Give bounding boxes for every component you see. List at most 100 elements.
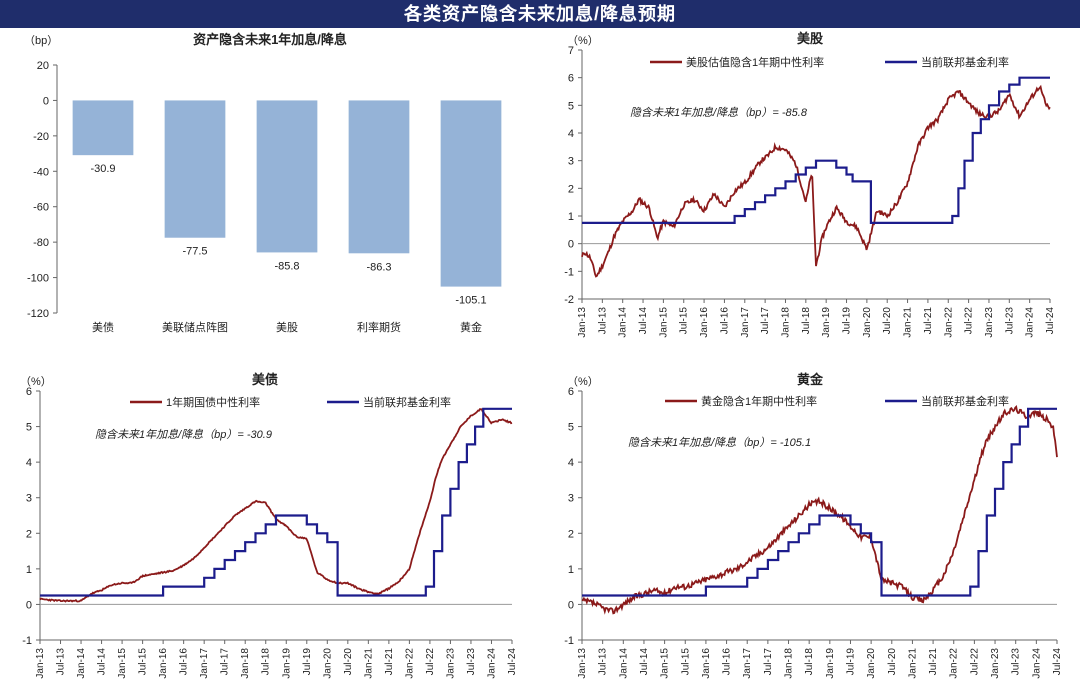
bar-data-label: -30.9 — [90, 163, 115, 175]
bar-data-label: -85.8 — [274, 260, 299, 272]
x-tick-label: Jul-16 — [722, 648, 733, 676]
bar — [72, 100, 134, 156]
bar-data-label: -77.5 — [182, 246, 207, 258]
x-tick-label: Jul-24 — [1052, 648, 1063, 676]
y-tick-label: -2 — [564, 294, 574, 306]
x-tick-label: Jul-18 — [261, 648, 272, 676]
x-tick-label: Jan-20 — [866, 648, 877, 679]
y-tick-label: 6 — [568, 73, 574, 85]
y-tick-label: -1 — [22, 635, 32, 647]
x-tick-label: Jul-15 — [679, 307, 690, 335]
bar-chart-title: 资产隐含未来1年加息/降息 — [193, 32, 347, 47]
x-tick-label: Jul-17 — [760, 307, 771, 335]
bar-data-label: -105.1 — [455, 295, 486, 307]
x-tick-label: Jul-22 — [425, 648, 436, 676]
x-tick-label: Jul-21 — [384, 648, 395, 676]
x-tick-label: Jan-17 — [740, 307, 751, 338]
x-tick-label: Jan-24 — [1025, 307, 1036, 338]
y-tick-label: 5 — [26, 422, 32, 434]
gold-chart-unit: （%） — [567, 375, 599, 388]
x-tick-label: Jan-18 — [784, 648, 795, 679]
y-tick-label: 6 — [26, 386, 32, 398]
y-tick-label: 4 — [568, 128, 574, 140]
y-tick-label: 3 — [568, 156, 574, 168]
legend-label: 黄金隐含1年期中性利率 — [701, 394, 817, 408]
x-tick-label: Jan-14 — [618, 307, 629, 338]
bar-y-tick-label: 0 — [43, 95, 49, 107]
x-tick-label: Jan-14 — [618, 648, 629, 679]
x-tick-label: Jul-22 — [969, 648, 980, 676]
x-tick-label: Jan-24 — [486, 648, 497, 679]
x-tick-label: Jan-15 — [117, 648, 128, 679]
x-tick-label: Jan-19 — [821, 307, 832, 338]
series-line-fed-funds-rate — [582, 407, 1057, 597]
x-tick-label: Jul-24 — [1045, 307, 1056, 335]
bar-y-tick-label: 20 — [37, 60, 49, 72]
bar-category-label: 黄金 — [460, 320, 482, 334]
x-tick-label: Jul-14 — [97, 648, 108, 676]
x-tick-label: Jul-13 — [598, 648, 609, 676]
bar-data-label: -86.3 — [366, 261, 391, 273]
x-tick-label: Jul-18 — [801, 307, 812, 335]
bar-category-label: 美债 — [92, 320, 114, 334]
y-tick-label: 7 — [568, 45, 574, 57]
x-tick-label: Jul-20 — [887, 648, 898, 676]
x-tick-label: Jan-13 — [577, 648, 588, 679]
x-tick-label: Jan-17 — [199, 648, 210, 679]
x-tick-label: Jul-13 — [597, 307, 608, 335]
x-tick-label: Jul-18 — [804, 648, 815, 676]
stocks-chart-title: 美股 — [797, 31, 823, 46]
legend-label: 当前联邦基金利率 — [921, 55, 1009, 69]
x-tick-label: Jan-19 — [825, 648, 836, 679]
treasury-chart-title: 美债 — [252, 372, 278, 387]
x-tick-label: Jul-17 — [220, 648, 231, 676]
legend-label: 当前联邦基金利率 — [363, 395, 451, 409]
legend-label: 美股估值隐含1年期中性利率 — [686, 55, 824, 69]
x-tick-label: Jan-15 — [660, 648, 671, 679]
x-tick-label: Jul-24 — [507, 648, 518, 676]
legend-label: 1年期国债中性利率 — [166, 395, 260, 409]
series-line-fed-funds-rate — [582, 76, 1050, 224]
annotation-text: 隐含未来1年加息/降息（bp）= -105.1 — [628, 436, 811, 449]
y-tick-label: 5 — [568, 100, 574, 112]
x-tick-label: Jan-16 — [699, 307, 710, 338]
bar-y-tick-label: -60 — [33, 202, 49, 214]
x-tick-label: Jan-14 — [76, 648, 87, 679]
x-tick-label: Jul-16 — [719, 307, 730, 335]
x-tick-label: Jul-23 — [1011, 648, 1022, 676]
y-tick-label: 3 — [568, 493, 574, 505]
x-tick-label: Jul-22 — [964, 307, 975, 335]
x-tick-label: Jan-13 — [35, 648, 46, 679]
series-line-fed-funds-rate — [40, 407, 512, 597]
bar-category-label: 利率期货 — [357, 320, 401, 334]
y-tick-label: 2 — [568, 183, 574, 195]
bar-y-tick-label: -80 — [33, 237, 49, 249]
y-tick-label: 4 — [26, 457, 32, 469]
y-tick-label: -1 — [564, 635, 574, 647]
bar-category-label: 美股 — [276, 321, 298, 334]
x-tick-label: Jan-19 — [281, 648, 292, 679]
x-tick-label: Jul-23 — [1004, 307, 1015, 335]
x-tick-label: Jul-21 — [928, 648, 939, 676]
annotation-text: 隐含未来1年加息/降息（bp）= -85.8 — [630, 106, 808, 119]
y-tick-label: 0 — [568, 599, 574, 611]
y-tick-label: 1 — [568, 564, 574, 576]
bar-y-tick-label: -20 — [33, 131, 49, 143]
y-tick-label: 0 — [26, 599, 32, 611]
y-tick-label: 0 — [568, 239, 574, 251]
y-tick-label: 2 — [26, 528, 32, 540]
x-tick-label: Jul-19 — [845, 648, 856, 676]
x-tick-label: Jan-16 — [701, 648, 712, 679]
x-tick-label: Jan-20 — [862, 307, 873, 338]
legend-label: 当前联邦基金利率 — [921, 394, 1009, 408]
bar-y-tick-label: -100 — [27, 273, 49, 285]
x-tick-label: Jan-16 — [158, 648, 169, 679]
bar-category-label: 美联储点阵图 — [162, 320, 228, 334]
x-tick-label: Jul-20 — [343, 648, 354, 676]
x-tick-label: Jul-14 — [639, 648, 650, 676]
x-tick-label: Jan-13 — [577, 307, 588, 338]
